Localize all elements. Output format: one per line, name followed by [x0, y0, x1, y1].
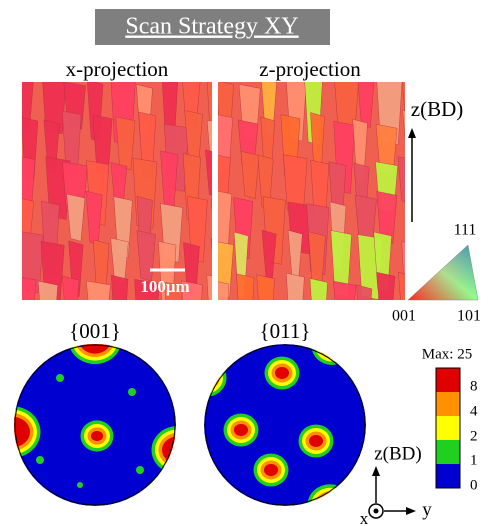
legend-level: 8: [470, 378, 478, 394]
legend-title: Max: 25: [422, 346, 472, 362]
grain: [334, 281, 356, 344]
intensity-contour: [91, 431, 103, 441]
intensity-contour: [153, 494, 184, 521]
map-label: x-projection: [66, 57, 169, 81]
intensity-contour: [156, 498, 180, 518]
intensity-contour: [275, 367, 289, 379]
grain: [310, 278, 328, 347]
grain: [211, 280, 229, 349]
bd-label: z(BD): [411, 97, 463, 121]
speck: [56, 374, 64, 382]
axis-label: x: [360, 509, 369, 526]
speck: [128, 388, 136, 396]
scale-label: 100μm: [140, 277, 189, 296]
arrow-head: [372, 466, 380, 476]
speck: [136, 466, 144, 474]
ipf-shade: [408, 245, 478, 300]
intensity-contour: [309, 435, 323, 447]
intensity-contour: [149, 491, 187, 525]
legend-level: 1: [470, 452, 478, 468]
color-bar: [436, 368, 460, 488]
pole-figure: [186, 327, 367, 526]
intensity-contour: [315, 491, 346, 518]
ebsd-map: [14, 71, 237, 355]
arrow-head: [408, 128, 416, 138]
speck: [36, 456, 44, 464]
pf-label: {001}: [69, 319, 121, 343]
grain: [236, 274, 254, 347]
grain: [402, 242, 428, 314]
axis-label: z(BD): [374, 443, 421, 464]
figure: Scan Strategy XY x-projection z-projecti…: [0, 0, 491, 526]
legend-level: 2: [470, 428, 478, 444]
grain: [357, 285, 372, 344]
intensity-contour: [315, 331, 349, 362]
intensity-contour: [322, 338, 342, 355]
ipf-label: 111: [454, 222, 477, 239]
pf-label: {011}: [260, 319, 311, 343]
map-label: z-projection: [259, 57, 361, 81]
grain: [16, 276, 36, 331]
intensity-contour: [234, 424, 248, 436]
ipf-label: 001: [392, 308, 416, 325]
axis-label: y: [422, 499, 432, 520]
speck: [77, 482, 83, 488]
ipf-label: 101: [457, 308, 481, 325]
grain: [398, 157, 421, 204]
legend-level: 4: [470, 403, 478, 419]
legend-level: 0: [470, 477, 478, 493]
intensity-contour: [311, 488, 349, 522]
grain: [405, 199, 422, 251]
intensity-contour: [146, 487, 191, 526]
pole-figure: [0, 316, 205, 526]
intensity-contour: [189, 363, 223, 394]
intensity-contour: [318, 495, 342, 515]
out-of-plane-dot: [374, 509, 379, 514]
title: Scan Strategy XY: [125, 14, 298, 40]
intensity-contour: [264, 464, 278, 476]
intensity-contour: [196, 370, 216, 387]
arrow-head: [406, 507, 416, 515]
grain: [38, 281, 57, 343]
